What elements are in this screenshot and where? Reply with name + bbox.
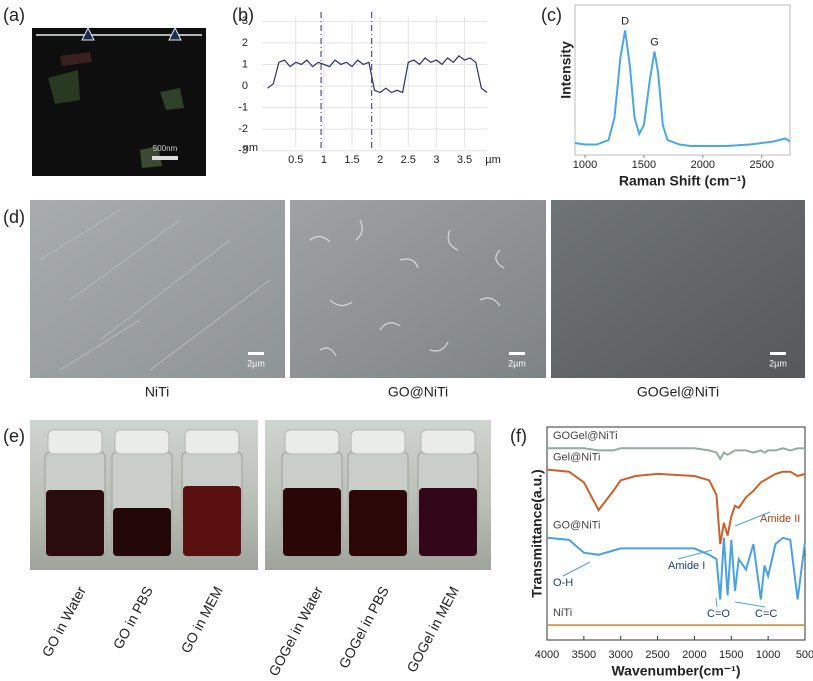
data-line [267, 54, 488, 94]
x-tick-label: 3 [433, 154, 439, 166]
x-axis-label: Raman Shift (cm⁻¹) [619, 173, 746, 189]
x-tick-label: 1.5 [344, 154, 359, 166]
peak-label: G [650, 36, 659, 48]
x-tick-label: 1000 [573, 159, 597, 171]
afm-image [32, 26, 206, 176]
panel-label: (a) [3, 5, 25, 25]
panel-label: (e) [3, 426, 25, 446]
x-tick-label: 2.5 [401, 154, 416, 166]
x-tick-label: 2000 [682, 649, 706, 661]
vial-liquid [349, 490, 407, 556]
data-line [574, 30, 791, 147]
vial-liquid [419, 488, 477, 556]
vial-cap [47, 429, 103, 455]
vial-liquid [46, 490, 104, 556]
y-tick-label: 0 [242, 80, 248, 92]
annotation-arrow [734, 511, 771, 527]
vial-caption: GOGel in Water [265, 583, 326, 678]
vial-cap [184, 429, 240, 455]
x-tick-label: 3500 [572, 649, 596, 661]
image-caption: GO@NiTi [388, 384, 448, 400]
panel-label: (b) [232, 5, 254, 25]
data-line [546, 468, 806, 545]
x-tick-label: 500 [796, 649, 813, 661]
x-tick-label: 1 [321, 154, 327, 166]
y-tick-label: -3 [238, 145, 248, 157]
legend-label: GO@NiTi [553, 520, 600, 532]
legend-label: NiTi [553, 607, 572, 619]
vial-cap [284, 429, 340, 455]
vial-caption: GO in Water [39, 583, 90, 659]
scale-bar-label: 2µm [769, 358, 787, 368]
scale-bar-label: 500nm [153, 144, 178, 153]
x-tick-label: 2500 [749, 159, 773, 171]
data-line [547, 447, 805, 461]
x-axis-label: Wavenumber(cm⁻¹) [611, 663, 740, 679]
vial-liquid [113, 508, 171, 556]
x-tick-label: 2500 [645, 649, 669, 661]
image-caption: GOGel@NiTi [637, 384, 719, 400]
x-tick-label: 2 [377, 154, 383, 166]
annotation: C=O [707, 608, 730, 620]
scale-bar-label: 2µm [247, 358, 265, 368]
y-tick-label: 1 [242, 58, 248, 70]
x-tick-label: 1000 [756, 649, 780, 661]
x-axis-label: µm [485, 154, 501, 166]
annotation-arrow [715, 597, 718, 608]
x-tick-label: 3.5 [457, 154, 472, 166]
vial-caption: GO in MEM [177, 584, 225, 656]
peak-label: D [621, 15, 629, 27]
panel-label: (f) [510, 426, 527, 446]
vial-cap [420, 429, 476, 455]
panel-label: (c) [541, 5, 562, 25]
x-tick-label: 3000 [608, 649, 632, 661]
x-tick-label: 4000 [535, 649, 559, 661]
plot-frame [574, 4, 791, 156]
image-caption: NiTi [145, 384, 169, 400]
x-tick-label: 1500 [632, 159, 656, 171]
annotation-arrow [562, 561, 591, 577]
annotation: O-H [553, 577, 573, 589]
vial-cap [350, 429, 406, 455]
vial-cap [114, 429, 170, 455]
annotation: Amide I [668, 560, 705, 572]
y-tick-label: 3 [242, 15, 248, 27]
y-axis-label: nm [243, 142, 258, 154]
x-tick-label: 2000 [691, 159, 715, 171]
annotation: C=C [755, 608, 777, 620]
annotation: Amide II [760, 513, 800, 525]
vial-liquid [283, 488, 341, 556]
legend-label: Gel@NiTi [553, 452, 600, 464]
legend-label: GOGel@NiTi [553, 430, 618, 442]
vial-photos [30, 420, 491, 570]
scale-bar-label: 2µm [508, 358, 526, 368]
vial-caption: GOGel in PBS [335, 584, 392, 671]
y-tick-label: 2 [242, 37, 248, 49]
y-tick-label: -1 [238, 101, 248, 113]
annotation-arrow [734, 601, 766, 608]
y-tick-label: -2 [238, 123, 248, 135]
data-line [546, 536, 806, 600]
x-tick-label: 1500 [719, 649, 743, 661]
vial-caption: GOGel in MEM [403, 584, 462, 675]
annotation-arrow [677, 549, 713, 560]
vial-caption: GO in PBS [110, 584, 156, 652]
x-tick-label: 0.5 [288, 154, 303, 166]
panel-label: (d) [3, 207, 25, 227]
y-axis-label: Transmittance(a.u.) [529, 469, 545, 597]
y-axis-label: Intensity [558, 41, 574, 99]
vial-liquid [183, 486, 241, 556]
plot-frame [546, 426, 806, 641]
sem-images [30, 200, 805, 378]
